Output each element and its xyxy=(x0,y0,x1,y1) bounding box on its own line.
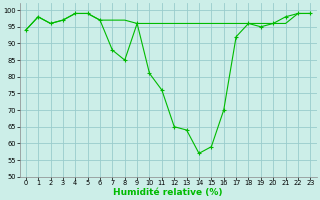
X-axis label: Humidité relative (%): Humidité relative (%) xyxy=(113,188,223,197)
